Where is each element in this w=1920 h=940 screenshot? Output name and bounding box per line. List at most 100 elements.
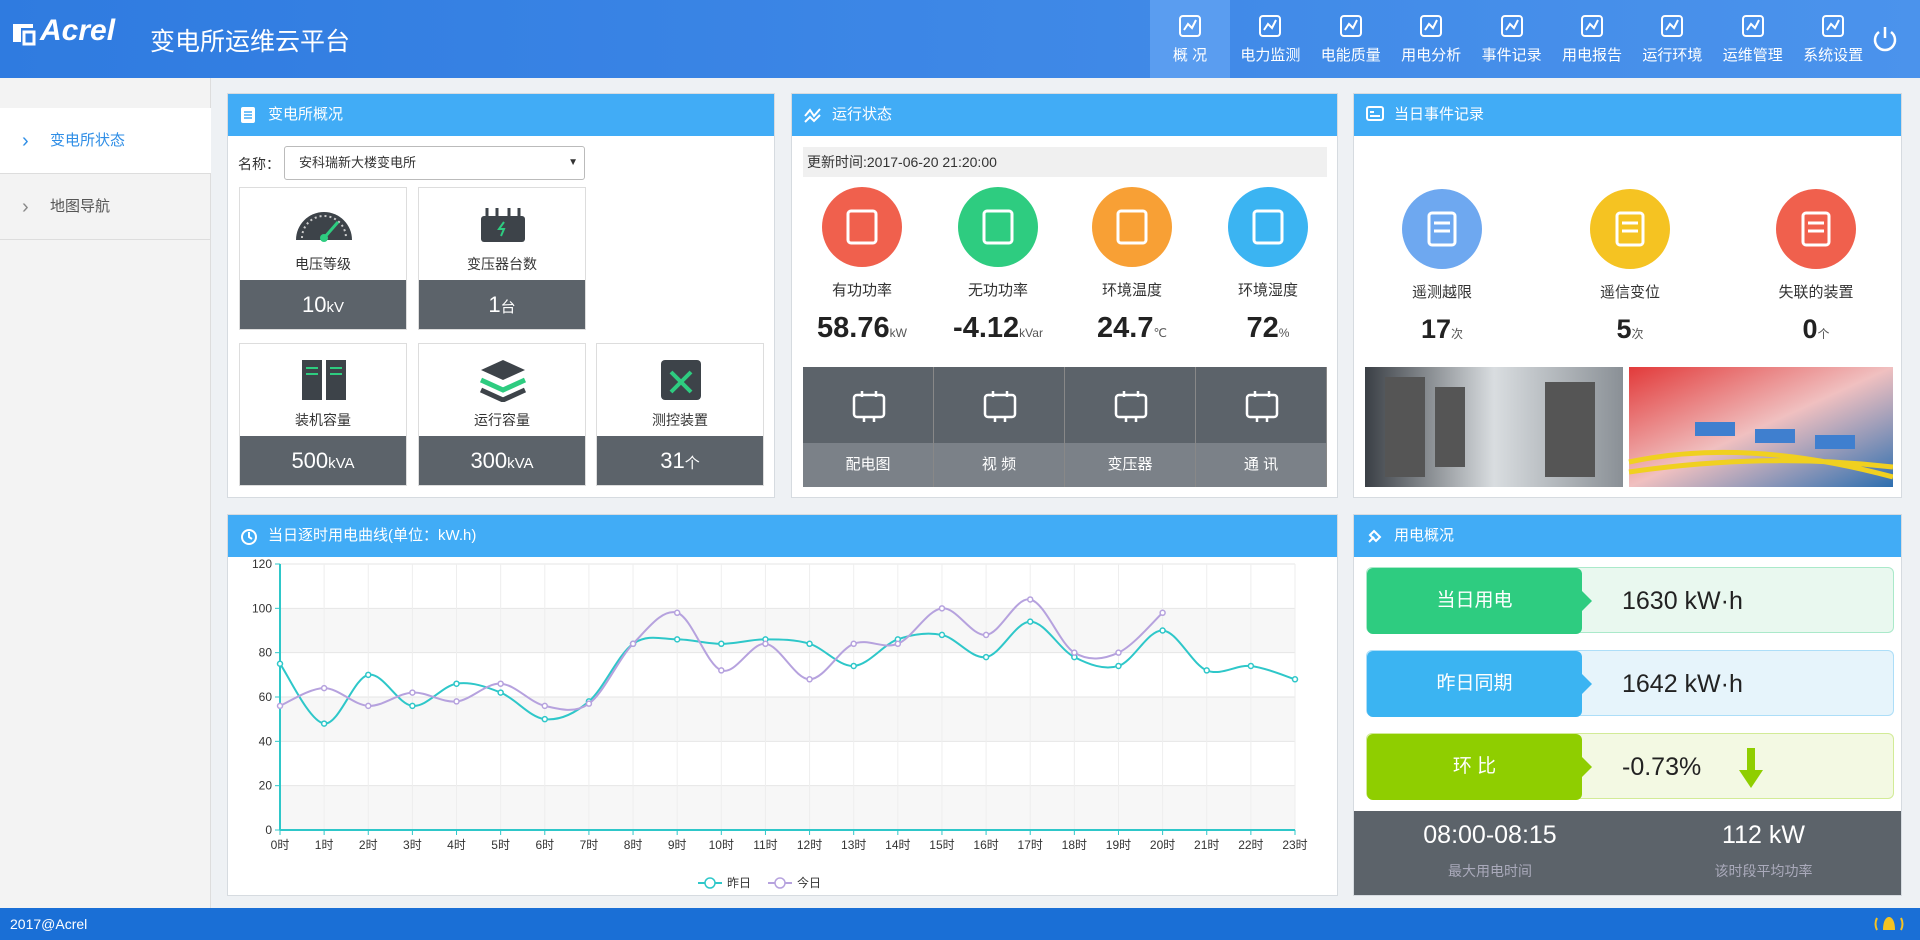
data-point	[982, 653, 990, 661]
data-point	[1159, 627, 1166, 634]
nav-item[interactable]: 事件记录	[1472, 0, 1552, 78]
x-tick-label: 2时	[359, 838, 378, 852]
icon-part	[479, 377, 527, 393]
icon-part	[1339, 15, 1362, 37]
legend-label: 今日	[797, 875, 821, 890]
panel-header: 当日事件记录	[1354, 94, 1901, 136]
stat-card: 电压等级 10kV	[239, 187, 407, 330]
x-tick-label: 22时	[1238, 838, 1263, 852]
icon-part	[1500, 15, 1523, 37]
icon	[1228, 187, 1308, 267]
nav-item[interactable]: 运维管理	[1713, 0, 1793, 78]
alarm-bell[interactable]	[1872, 912, 1906, 936]
event-label: 遥信变位	[1599, 284, 1660, 301]
peak-time-label: 最大用电时间	[1448, 863, 1532, 879]
x-tick-label: 9时	[668, 838, 687, 852]
function-button[interactable]: 变压器	[1065, 367, 1196, 487]
icon-part	[306, 367, 342, 375]
x-tick-label: 0时	[271, 838, 290, 852]
function-button[interactable]: 视 频	[934, 367, 1065, 487]
data-point	[497, 689, 504, 696]
function-button[interactable]: 配电图	[803, 367, 934, 487]
nav-item[interactable]: 运行环境	[1632, 0, 1712, 78]
nav-item[interactable]: 用电报告	[1552, 0, 1632, 78]
icon-part	[1661, 15, 1684, 37]
stat-unit: 个	[684, 455, 700, 472]
stat-label: 变压器台数	[467, 256, 537, 272]
data-point	[1291, 676, 1299, 683]
site-photos	[1365, 367, 1893, 487]
panel-header: 当日逐时用电曲线(单位：kW.h)	[228, 515, 1337, 557]
stat-unit: kVA	[507, 455, 534, 472]
data-point	[806, 640, 813, 648]
metric-label: 环境温度	[1101, 282, 1162, 299]
data-point	[365, 671, 372, 679]
series-line	[279, 620, 1296, 725]
x-tick-label: 12时	[797, 838, 822, 852]
data-point	[276, 702, 284, 710]
usage-label-text: 昨日同期	[1436, 673, 1513, 694]
nav-item[interactable]: 电力监测	[1230, 0, 1310, 78]
icon	[302, 360, 346, 400]
legend-symbol	[774, 877, 786, 889]
icon	[1368, 529, 1382, 543]
stat-card: 运行容量 300kVA	[418, 343, 586, 486]
button-icon-area	[1196, 367, 1326, 443]
usage-label-text: 当日用电	[1436, 590, 1513, 611]
sidebar-item[interactable]: 地图导航	[0, 174, 211, 240]
data-point	[541, 702, 549, 710]
event-value: 5次	[1550, 314, 1710, 345]
icon-part	[669, 370, 693, 394]
icon	[1114, 391, 1148, 422]
panel-header: 变电所概况	[228, 94, 774, 136]
icon-part	[1402, 189, 1482, 269]
sidebar-item[interactable]: 变电所状态	[0, 108, 211, 174]
metric-number: 58.76	[817, 312, 890, 344]
metric-unit: kVar	[1019, 326, 1043, 340]
stat-label: 运行容量	[474, 412, 530, 428]
data-point	[1247, 662, 1255, 670]
x-tick-label: 7时	[580, 838, 599, 852]
function-button[interactable]: 通 讯	[1196, 367, 1327, 487]
icon-part	[1343, 19, 1358, 31]
event-label: 遥测越限	[1411, 284, 1472, 301]
stat-card: 变压器台数 1台	[418, 187, 586, 330]
icon-part	[1741, 15, 1764, 37]
x-tick-label: 13时	[841, 838, 866, 852]
nav-item[interactable]: 用电分析	[1391, 0, 1471, 78]
x-tick-label: 10时	[709, 838, 734, 852]
stat-number: 500	[291, 448, 329, 473]
data-point	[320, 720, 328, 727]
icon-part	[982, 209, 1014, 245]
icon	[1741, 15, 1764, 37]
icon-part	[860, 391, 878, 422]
nav-item[interactable]: 电能质量	[1311, 0, 1391, 78]
icon-part	[1808, 221, 1824, 233]
nav-label: 运维管理	[1722, 47, 1783, 64]
icon	[1661, 15, 1684, 37]
nav-item[interactable]: 概 况	[1150, 0, 1230, 78]
icon-part	[479, 387, 527, 402]
panel-title: 当日事件记录	[1394, 106, 1485, 123]
x-tick-label: 6时	[535, 838, 554, 852]
y-tick-label: 100	[252, 601, 272, 615]
data-point	[585, 700, 593, 707]
data-point	[938, 631, 946, 639]
x-tick-label: 19时	[1106, 838, 1131, 852]
icon	[1179, 15, 1201, 37]
stat-value: 31个	[597, 436, 763, 485]
icon-part	[1122, 391, 1140, 422]
station-select[interactable]: 安科瑞新大楼变电所 ▼	[284, 146, 585, 180]
icon	[1581, 15, 1603, 37]
stat-label: 装机容量	[295, 412, 351, 428]
button-label: 配电图	[803, 443, 933, 487]
nav-label: 用电分析	[1401, 47, 1462, 64]
power-button[interactable]	[1870, 24, 1900, 54]
y-tick-label: 40	[259, 734, 273, 748]
icon-part	[1228, 187, 1308, 267]
line-chart: 0 20 40 60 80 100 120 0时 1时 2时 3时 4时 5时 6时 7时 8时 9时 10时 11…	[252, 557, 1308, 890]
nav-item[interactable]: 系统设置	[1793, 0, 1873, 78]
stat-label: 测控装置	[652, 412, 708, 428]
icon	[822, 187, 902, 267]
nav-label: 系统设置	[1803, 47, 1864, 64]
